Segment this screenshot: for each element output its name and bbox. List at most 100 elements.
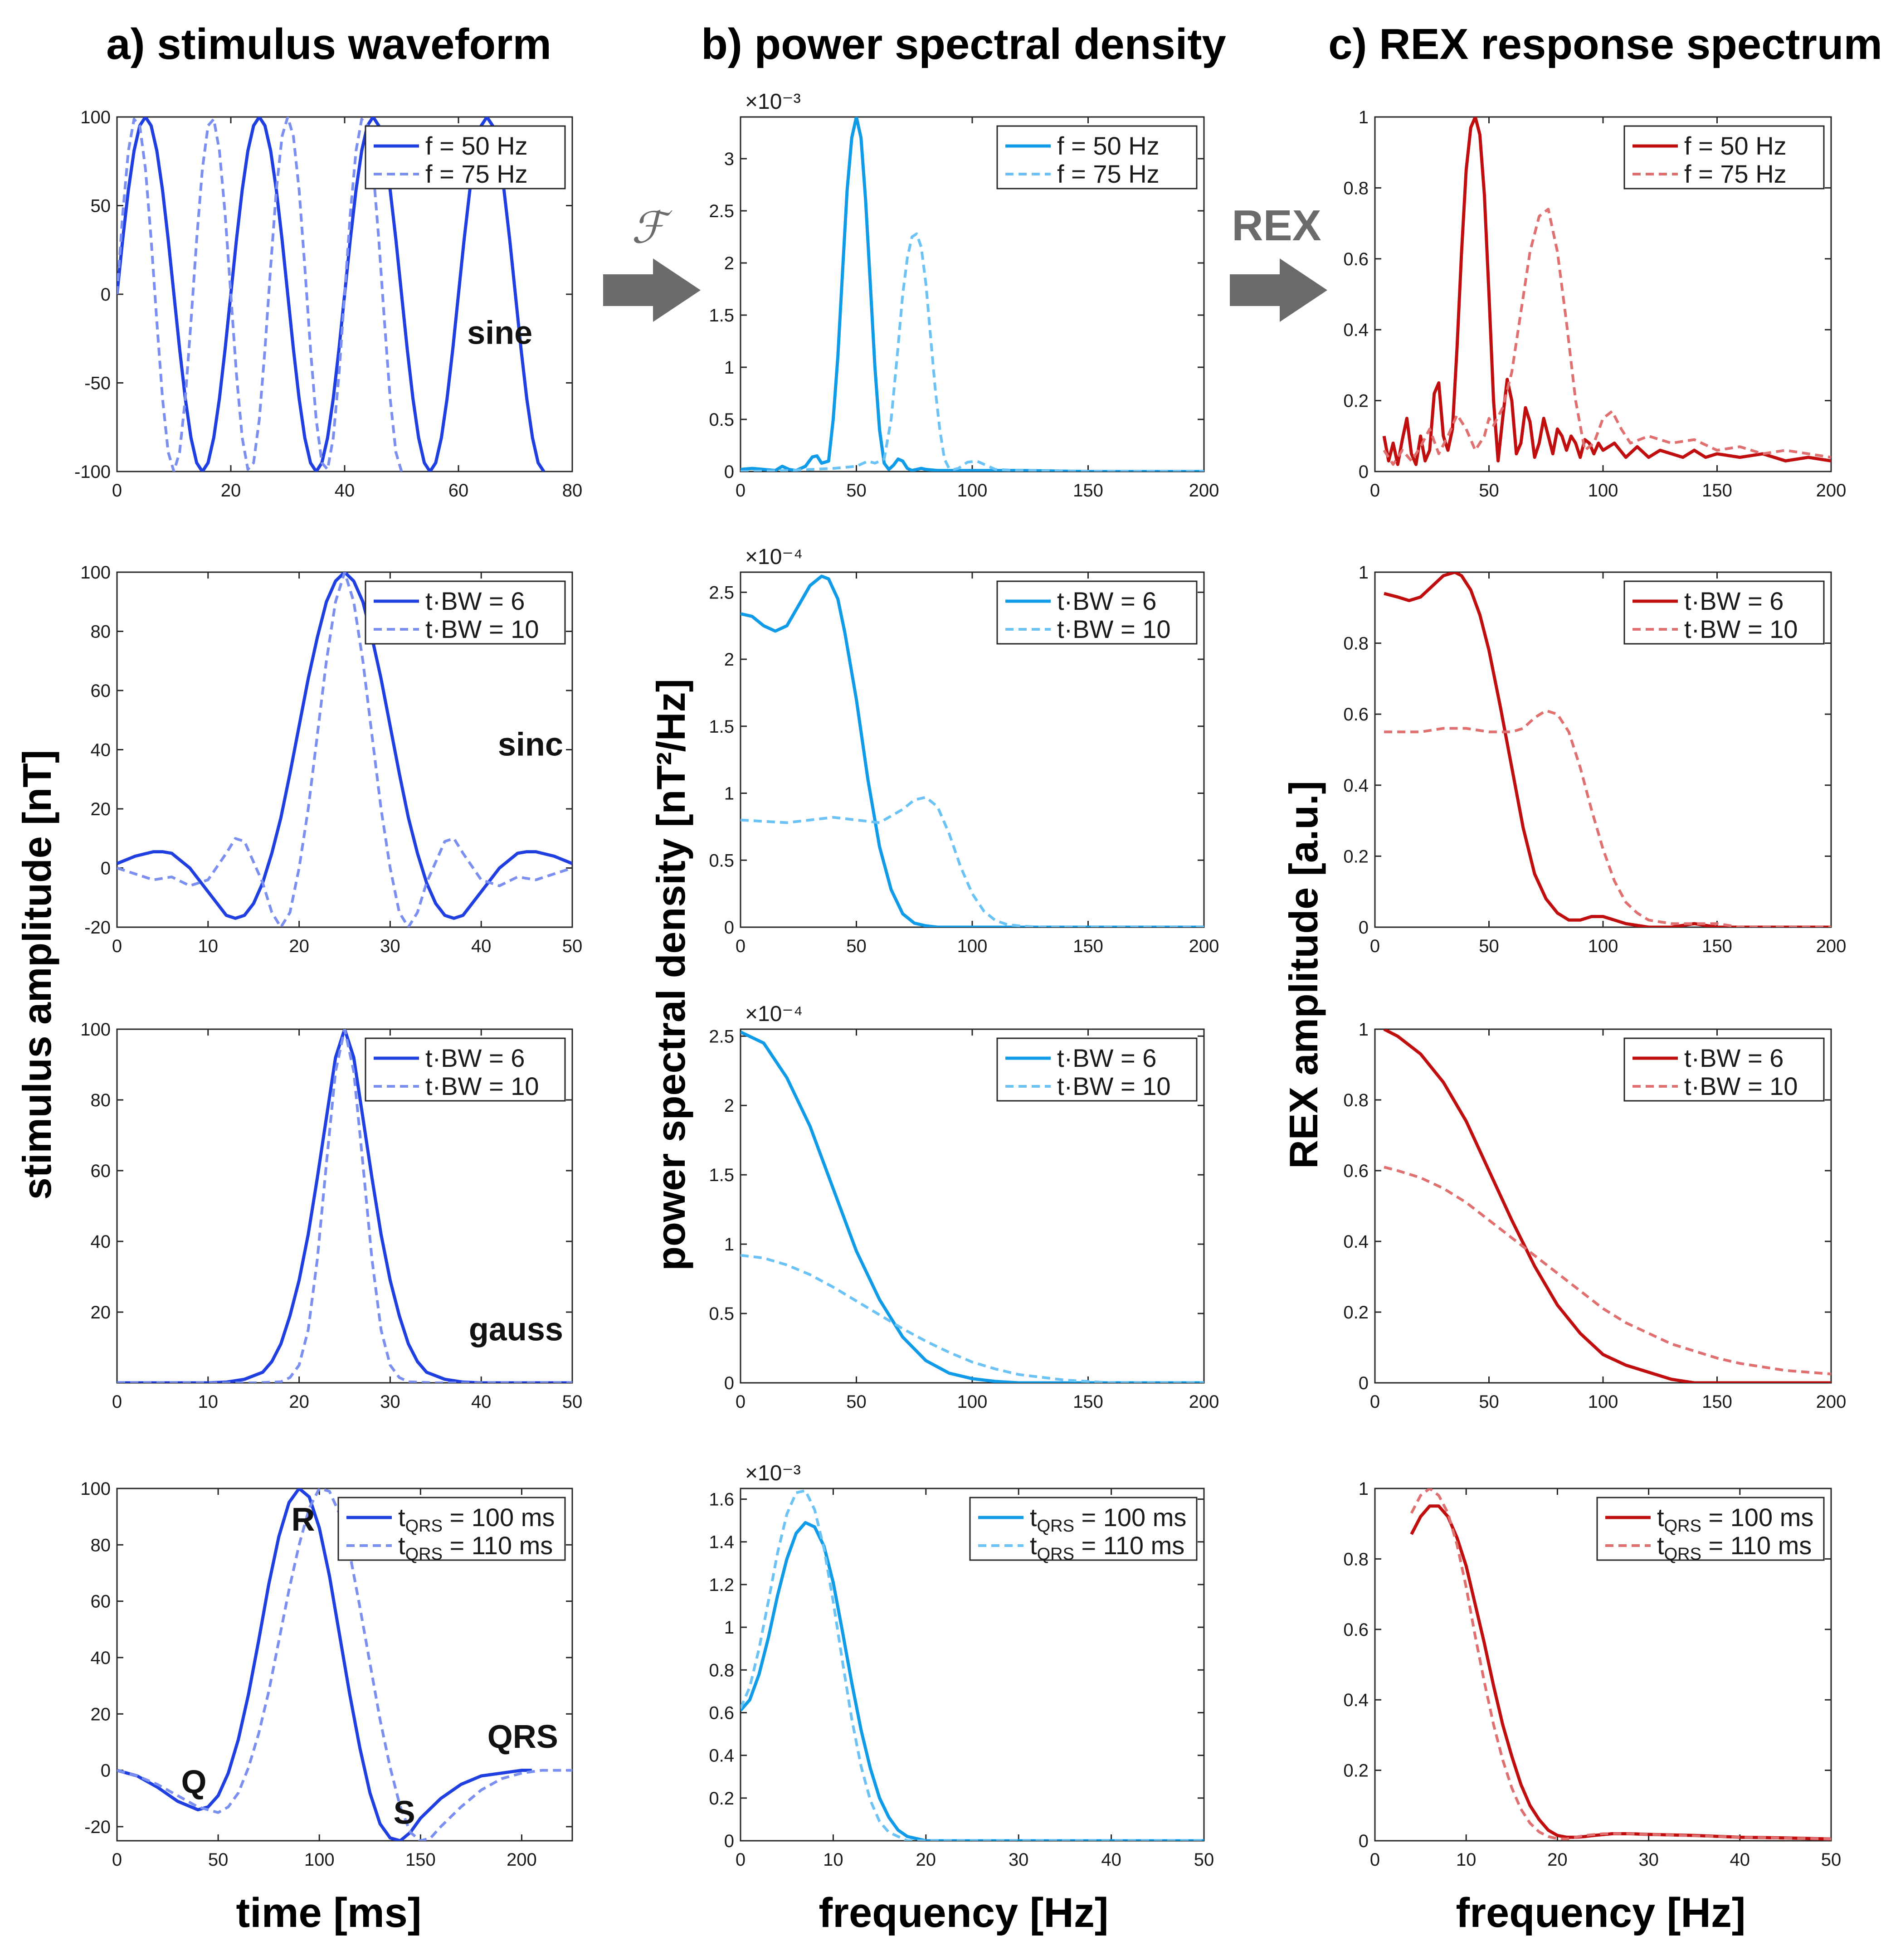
y-tick-label: 0.6 bbox=[1343, 705, 1369, 725]
y-tick-label: 0.2 bbox=[709, 1789, 734, 1809]
fourier-label: ℱ bbox=[631, 202, 672, 253]
legend: t·BW = 6t·BW = 10 bbox=[1623, 580, 1825, 645]
series-line-dashed bbox=[741, 232, 1204, 472]
x-tick-label: 0 bbox=[736, 481, 746, 501]
y-tick-label: -100 bbox=[74, 462, 111, 482]
x-tick-label: 100 bbox=[957, 481, 988, 501]
annotation-q: Q bbox=[181, 1764, 207, 1800]
series-line-dashed bbox=[741, 796, 1204, 927]
x-tick-label: 10 bbox=[823, 1850, 843, 1870]
legend-entry-t: t bbox=[1657, 1531, 1664, 1560]
legend: f = 50 Hzf = 75 Hz bbox=[996, 125, 1198, 190]
y-tick-label: 0 bbox=[1359, 1373, 1369, 1393]
series-line-solid bbox=[1382, 117, 1831, 466]
series-line-solid bbox=[1383, 1029, 1831, 1383]
y-tick-label: 1.5 bbox=[709, 306, 734, 326]
y-tick-label: 60 bbox=[91, 681, 111, 701]
x-tick-label: 200 bbox=[1816, 936, 1847, 956]
legend-entry: t·BW = 6 bbox=[1684, 1044, 1784, 1072]
plot-frame bbox=[1374, 1488, 1832, 1842]
legend-box bbox=[1596, 1497, 1825, 1561]
rex-arrow bbox=[1230, 258, 1327, 322]
series-line-dashed bbox=[117, 1488, 572, 1841]
x-tick-label: 200 bbox=[1816, 1392, 1847, 1412]
y-tick-label: 2 bbox=[724, 1096, 734, 1116]
x-tick-label: 0 bbox=[112, 481, 122, 501]
ylabel-col-a: stimulus amplitude [nT] bbox=[15, 750, 59, 1200]
y-tick-label: 3 bbox=[724, 149, 734, 169]
y-tick-label: 80 bbox=[91, 1090, 111, 1110]
y-tick-label: 0 bbox=[101, 285, 111, 305]
x-tick-label: 200 bbox=[507, 1850, 537, 1870]
series-line-dashed bbox=[1384, 709, 1831, 927]
x-tick-label: 20 bbox=[221, 481, 241, 501]
title-col-c: c) REX response spectrum bbox=[1328, 20, 1881, 68]
y-tick-label: 1 bbox=[1359, 107, 1369, 127]
y-tick-label: 60 bbox=[91, 1161, 111, 1181]
x-tick-label: 10 bbox=[198, 936, 219, 956]
legend-entry-rest: = 100 ms bbox=[1074, 1503, 1186, 1532]
y-tick-label: 100 bbox=[80, 1479, 111, 1499]
legend-box bbox=[996, 1037, 1198, 1102]
legend-box bbox=[969, 1497, 1198, 1561]
chart-b1: 0 50 100 150 200 0 0.5 1 1.5 2 2.5 3 ×10⁻³ f = 50 Hzf… bbox=[709, 90, 1219, 501]
chart-a1: 0 20 40 60 80 -100 -50 0 50 100 f = 50 Hzf = 75 Hz… bbox=[74, 107, 582, 501]
y-tick-label: 0.4 bbox=[1343, 1690, 1369, 1710]
series-line-dashed bbox=[117, 572, 572, 927]
legend-entry: f = 75 Hz bbox=[425, 160, 528, 188]
x-tick-label: 100 bbox=[1588, 936, 1618, 956]
y-tick-label: 100 bbox=[80, 563, 111, 583]
legend-entry: t·BW = 10 bbox=[425, 1072, 539, 1100]
x-tick-label: 100 bbox=[1588, 1392, 1618, 1412]
ylabel-col-c: REX amplitude [a.u.] bbox=[1281, 781, 1326, 1169]
legend-entry: f = 75 Hz bbox=[1684, 160, 1787, 188]
legend: f = 50 Hzf = 75 Hz bbox=[365, 125, 566, 190]
y-tick-label: 0.4 bbox=[709, 1746, 734, 1766]
legend-entry-rest: = 110 ms bbox=[443, 1531, 553, 1560]
y-tick-label: 0.4 bbox=[1343, 320, 1369, 340]
y-tick-label: 2 bbox=[724, 650, 734, 670]
y-tick-label: 1 bbox=[724, 1618, 734, 1638]
chart-a3: 0 10 20 30 40 50 20 40 60 80 100 t·BW = 6t·BW = 10 g… bbox=[80, 1020, 582, 1412]
x-tick-label: 20 bbox=[916, 1850, 936, 1870]
x-tick-label: 100 bbox=[1588, 481, 1618, 501]
legend-entry: t·BW = 10 bbox=[1057, 1072, 1171, 1100]
y-tick-label: 0 bbox=[1359, 462, 1369, 482]
series-line-solid bbox=[117, 572, 572, 920]
x-tick-label: 30 bbox=[380, 1392, 400, 1412]
series-line-solid bbox=[1384, 572, 1831, 927]
x-tick-label: 150 bbox=[1073, 481, 1103, 501]
legend-entry: f = 50 Hz bbox=[1057, 131, 1160, 160]
series-line-dashed bbox=[1383, 208, 1831, 466]
y-tick-label: 1 bbox=[1359, 1479, 1369, 1499]
legend-entry: t·BW = 6 bbox=[1057, 587, 1156, 615]
legend-entry-t: t bbox=[1030, 1531, 1037, 1560]
legend-entry: f = 75 Hz bbox=[1057, 160, 1160, 188]
annotation-gauss: gauss bbox=[469, 1311, 563, 1347]
legend-entry-sub: QRS bbox=[1664, 1545, 1701, 1564]
legend-entry: t·BW = 6 bbox=[425, 1044, 525, 1072]
y-tick-label: 0.8 bbox=[709, 1660, 734, 1680]
chart-b4: 0 10 20 30 40 50 0 0.2 0.4 0.6 0.8 1 1.2 1.4 1.6 ×10⁻³ t… bbox=[709, 1461, 1214, 1870]
y-tick-label: 20 bbox=[91, 1704, 111, 1724]
legend: t·BW = 6t·BW = 10 bbox=[996, 580, 1198, 645]
legend-box bbox=[996, 125, 1198, 190]
y-tick-label: 0 bbox=[101, 1761, 111, 1781]
y-tick-label: 1 bbox=[724, 1235, 734, 1255]
annotation-sinc: sinc bbox=[498, 727, 563, 763]
x-tick-label: 0 bbox=[112, 1850, 122, 1870]
legend-entry-sub: QRS bbox=[405, 1517, 443, 1536]
x-tick-label: 40 bbox=[471, 936, 492, 956]
x-tick-label: 0 bbox=[112, 936, 122, 956]
x-tick-label: 50 bbox=[846, 1392, 867, 1412]
y-tick-label: 2.5 bbox=[709, 201, 734, 221]
y-tick-label: 0.4 bbox=[1343, 776, 1369, 796]
y-tick-label: 2.5 bbox=[709, 583, 734, 603]
legend-box bbox=[337, 1497, 566, 1561]
series-line-dashed bbox=[117, 117, 403, 472]
series-line-dashed bbox=[117, 1029, 572, 1383]
x-tick-label: 0 bbox=[1370, 1392, 1380, 1412]
legend-entry: tQRS = 100 ms bbox=[398, 1503, 555, 1536]
